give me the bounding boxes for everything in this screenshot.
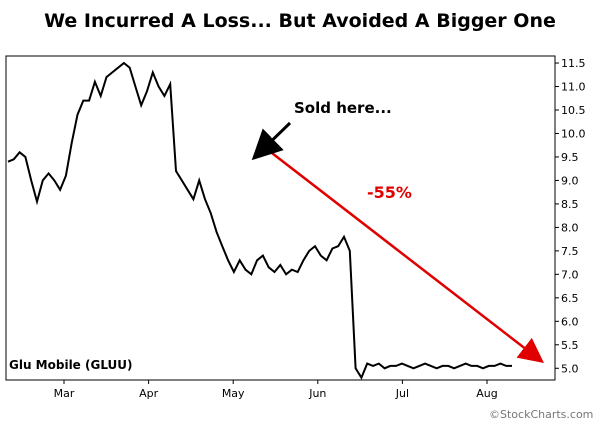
price-line [7,61,512,380]
x-tick-label: Jul [395,387,409,400]
plot-frame [5,55,556,381]
x-tick-label: Jun [308,387,326,400]
y-tick-label: 10.5 [561,104,586,117]
chart-title: We Incurred A Loss... But Avoided A Bigg… [44,10,556,32]
y-tick-label: 11.0 [561,81,586,94]
x-tick-label: May [222,387,245,400]
decline-arrow [267,149,544,364]
y-tick-label: 7.5 [561,245,579,258]
callout-arrow [251,121,292,161]
y-tick-label: 8.5 [561,198,579,211]
y-tick-label: 7.0 [561,268,579,281]
y-tick-label: 6.0 [561,315,579,328]
y-tick-label: 5.5 [561,339,579,352]
y-tick-label: 9.0 [561,174,579,187]
x-tick-label: Apr [139,387,159,400]
source-credit: ©StockCharts.com [489,408,593,421]
x-tick-label: Aug [476,387,497,400]
x-axis: Mar Apr May Jun Jul Aug [54,380,498,400]
percent-change-label: -55% [367,183,412,202]
series-label: Glu Mobile (GLUU) [9,358,133,372]
y-tick-label: 5.0 [561,362,579,375]
y-tick-label: 8.0 [561,221,579,234]
y-axis: 5.0 5.5 6.0 6.5 7.0 7.5 8.0 8.5 9.0 9.5 10.0 10.5 11… [555,57,586,375]
y-tick-label: 6.5 [561,292,579,305]
y-tick-label: 9.5 [561,151,579,164]
y-tick-label: 11.5 [561,57,586,70]
sold-here-callout: Sold here... [294,99,392,117]
y-tick-label: 10.0 [561,127,586,140]
x-tick-label: Mar [54,387,75,400]
